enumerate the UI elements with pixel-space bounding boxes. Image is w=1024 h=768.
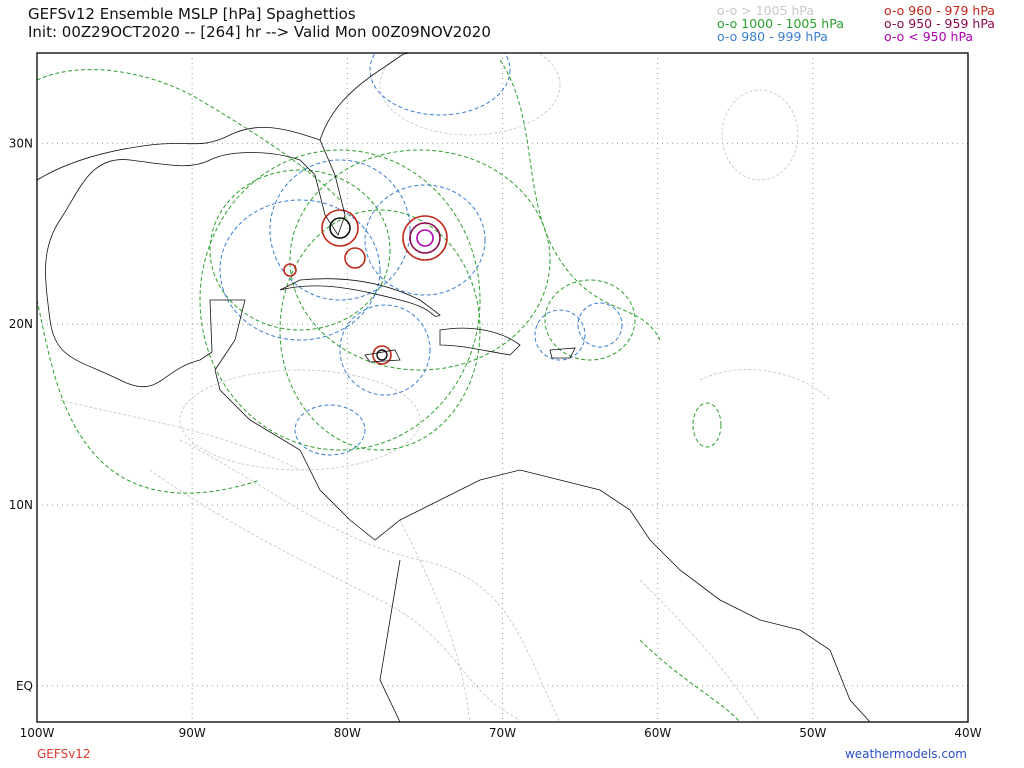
footer-model: GEFSv12 (37, 747, 91, 761)
lat-tick-label: EQ (16, 679, 33, 693)
lat-tick-label: 10N (9, 498, 33, 512)
legend-entry: o-o 980 - 999 hPa (717, 29, 828, 44)
legend-entry: o-o < 950 hPa (884, 29, 973, 44)
lon-tick-label: 60W (644, 726, 671, 740)
legend-entry: o-o > 1005 hPa (717, 3, 814, 18)
legend-entry: o-o 1000 - 1005 hPa (717, 16, 844, 31)
lat-tick-label: 20N (9, 317, 33, 331)
storm-centers (283, 209, 448, 365)
lon-tick-label: 40W (954, 726, 981, 740)
title: GEFSv12 Ensemble MSLP [hPa] Spaghettios (28, 5, 356, 23)
lon-tick-label: 100W (20, 726, 55, 740)
lon-tick-label: 50W (799, 726, 826, 740)
axis-labels: 100W 90W 80W 70W 60W 50W 40W 30N 20N 10N EQ (9, 136, 982, 740)
subtitle: Init: 00Z29OCT2020 -- [264] hr --> Valid… (28, 23, 491, 41)
lat-tick-label: 30N (9, 136, 33, 150)
map-content (37, 53, 968, 722)
lon-tick-label: 70W (489, 726, 516, 740)
lon-tick-label: 80W (334, 726, 361, 740)
contours-blue (219, 53, 623, 456)
legend-entry: o-o 950 - 959 hPa (884, 16, 995, 31)
contours-green (37, 59, 741, 722)
contours-gray (59, 53, 831, 722)
grid (37, 53, 968, 722)
map-frame (36, 52, 969, 723)
legend-entry: o-o 960 - 979 hPa (884, 3, 995, 18)
coastlines (37, 53, 871, 722)
footer-site: weathermodels.com (845, 747, 967, 761)
lon-tick-label: 90W (179, 726, 206, 740)
